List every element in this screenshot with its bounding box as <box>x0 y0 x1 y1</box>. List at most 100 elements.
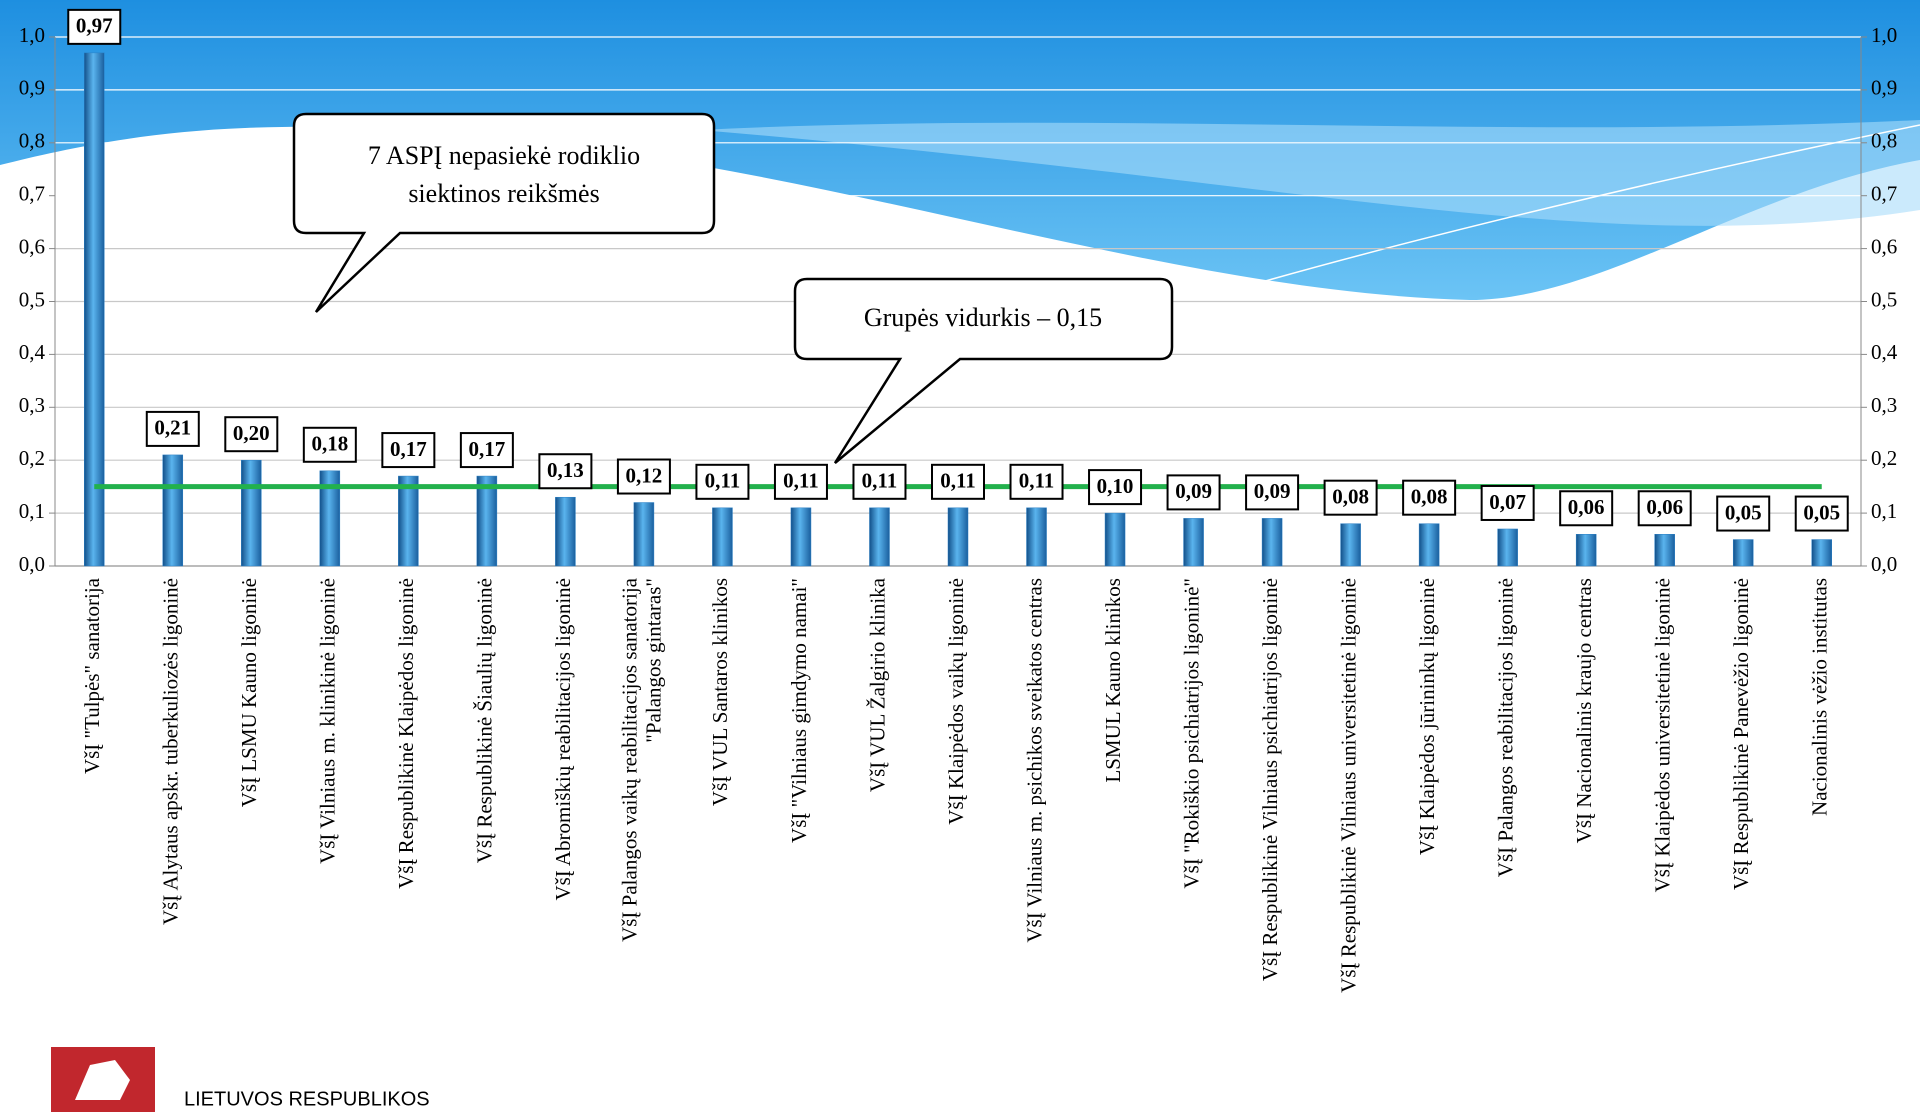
callout-text: 7 ASPĮ nepasiekė rodiklio <box>368 141 640 170</box>
value-label: 0,05 <box>1725 500 1762 524</box>
bar <box>1732 539 1754 567</box>
value-label-box <box>1088 469 1143 506</box>
value-label-box <box>1245 474 1300 511</box>
x-tick-label-group: VšĮ VUL Žalgirio klinika <box>865 577 889 792</box>
value-label-box <box>616 458 671 495</box>
value-label: 0,21 <box>154 416 191 440</box>
bar <box>1026 507 1047 567</box>
x-tick-label: VšĮ Vilniaus m. klinikinė ligoninė <box>316 578 340 864</box>
bar <box>1418 523 1440 567</box>
x-tick-label-group: VšĮ Alytaus apskr. tuberkuliozės ligonin… <box>159 578 183 925</box>
bar <box>476 475 498 567</box>
y-tick-label: 0,8 <box>19 129 45 153</box>
bar <box>162 454 184 567</box>
value-label: 0,17 <box>390 437 427 461</box>
value-label: 0,13 <box>547 458 584 482</box>
value-label-box <box>695 463 750 500</box>
y2-tick-label: 0,6 <box>1871 234 1897 258</box>
value-label: 0,97 <box>76 14 113 38</box>
x-tick-label-group: VšĮ "Tulpės" sanatorija <box>80 577 104 774</box>
x-tick-label: VšĮ Alytaus apskr. tuberkuliozės ligonin… <box>159 578 183 925</box>
callout-text: Grupės vidurkis – 0,15 <box>864 303 1102 332</box>
x-tick-label-group: VšĮ Respublikinė Panevėžio ligoninė <box>1729 578 1753 890</box>
value-label-box <box>302 426 357 463</box>
y-tick-label: 0,6 <box>19 234 45 258</box>
x-tick-label: VšĮ Respublikinė Panevėžio ligoninė <box>1729 578 1753 890</box>
value-label-box <box>931 463 985 500</box>
value-label-box <box>381 432 436 469</box>
y-tick-label: 0,2 <box>19 446 45 470</box>
x-tick-label-group: VšĮ Respublikinė Vilniaus psichiatrijos … <box>1258 578 1282 981</box>
value-label: 0,10 <box>1097 474 1134 498</box>
value-label-box <box>852 463 907 500</box>
value-label: 0,11 <box>705 469 741 493</box>
bar <box>1261 518 1283 567</box>
value-label-box <box>1009 463 1064 500</box>
x-tick-label-group: VšĮ Vilniaus m. psichikos sveikatos cent… <box>1022 578 1046 943</box>
x-tick-label: VšĮ LSMU Kauno ligoninė <box>237 578 261 807</box>
callout-shape <box>793 277 1174 464</box>
x-tick-label-group: VšĮ Palangos reabilitacijos ligoninė <box>1493 578 1517 877</box>
x-tick-label: VšĮ Klaipėdos vaikų ligoninė <box>944 578 968 825</box>
y-tick-label: 0,0 <box>19 552 45 576</box>
bar <box>398 475 419 567</box>
bar <box>1497 528 1518 567</box>
value-label-box <box>1637 490 1692 527</box>
value-label-box <box>1559 490 1614 527</box>
plot: 0,00,10,20,30,40,50,60,70,80,91,00,00,10… <box>19 8 1898 993</box>
x-tick-label-group: VšĮ Palangos vaikų reabilitacijos sanato… <box>618 577 666 942</box>
x-tick-label: VšĮ Klaipėdos universitetinė ligoninė <box>1651 578 1675 892</box>
y2-tick-label: 0,1 <box>1871 499 1897 523</box>
x-tick-label: VšĮ Abromiškių reabilitacijos ligoninė <box>551 578 575 901</box>
x-tick-label-group: VšĮ LSMU Kauno ligoninė <box>237 578 261 807</box>
x-tick-label: Nacionalinis vėžio institutas <box>1808 578 1832 816</box>
value-label: 0,12 <box>626 463 663 487</box>
y2-tick-label: 0,7 <box>1871 182 1897 206</box>
logo <box>51 1047 155 1112</box>
value-label-box <box>224 416 279 453</box>
value-label: 0,11 <box>862 469 898 493</box>
y-tick-label: 0,4 <box>19 340 46 364</box>
y-tick-label: 0,5 <box>19 287 45 311</box>
value-label: 0,09 <box>1254 479 1291 503</box>
x-tick-label: VšĮ Klaipėdos jūrininkų ligoninė <box>1415 578 1439 855</box>
x-tick-label: VšĮ Respublikinė Vilniaus psichiatrijos … <box>1258 578 1282 981</box>
bar <box>84 52 105 567</box>
y2-tick-label: 0,2 <box>1871 446 1897 470</box>
value-label-box <box>1323 479 1378 516</box>
x-tick-label: VšĮ VUL Žalgirio klinika <box>865 577 889 792</box>
y2-tick-label: 1,0 <box>1871 23 1897 47</box>
x-tick-label: VšĮ Palangos vaikų reabilitacijos sanato… <box>618 577 642 942</box>
value-label-box <box>1166 474 1221 511</box>
bar <box>1340 523 1361 567</box>
value-label-box <box>1794 495 1849 532</box>
y-tick-label: 0,1 <box>19 499 45 523</box>
x-tick-label: VšĮ Respublikinė Šiaulių ligoninė <box>473 578 497 863</box>
x-tick-label: VšĮ Nacionalinis kraujo centras <box>1572 578 1596 843</box>
x-tick-label: "Palangos gintaras" <box>642 578 666 743</box>
x-tick-label-group: VšĮ Vilniaus m. klinikinė ligoninė <box>316 578 340 864</box>
value-label-box <box>773 463 828 500</box>
x-tick-label-group: VšĮ Respublikinė Vilniaus universitetinė… <box>1336 578 1360 993</box>
value-label: 0,18 <box>311 432 348 456</box>
callout-shape <box>292 112 716 313</box>
bar <box>555 496 576 567</box>
value-label-box <box>538 453 593 490</box>
x-tick-label: VšĮ Respublikinė Klaipėdos ligoninė <box>394 578 418 889</box>
value-label: 0,09 <box>1175 479 1212 503</box>
y2-tick-label: 0,5 <box>1871 287 1897 311</box>
background-wave <box>1199 124 1920 301</box>
value-label: 0,06 <box>1568 495 1605 519</box>
x-tick-label-group: VšĮ "Vilniaus gimdymo namai" <box>787 578 811 843</box>
value-label-box <box>67 8 122 45</box>
x-tick-label-group: VšĮ Klaipėdos universitetinė ligoninė <box>1651 578 1675 892</box>
bar <box>1104 512 1126 567</box>
bar <box>1575 534 1597 567</box>
y2-tick-label: 0,9 <box>1871 76 1897 100</box>
x-tick-label: VšĮ VUL Santaros klinikos <box>708 578 732 806</box>
x-tick-label: VšĮ "Rokiškio psichiatrijos ligoninė" <box>1179 578 1203 889</box>
y-tick-label: 0,9 <box>19 76 45 100</box>
x-tick-label-group: VšĮ Respublikinė Šiaulių ligoninė <box>473 578 497 863</box>
bar <box>633 502 655 567</box>
y-tick-label: 0,7 <box>19 182 45 206</box>
